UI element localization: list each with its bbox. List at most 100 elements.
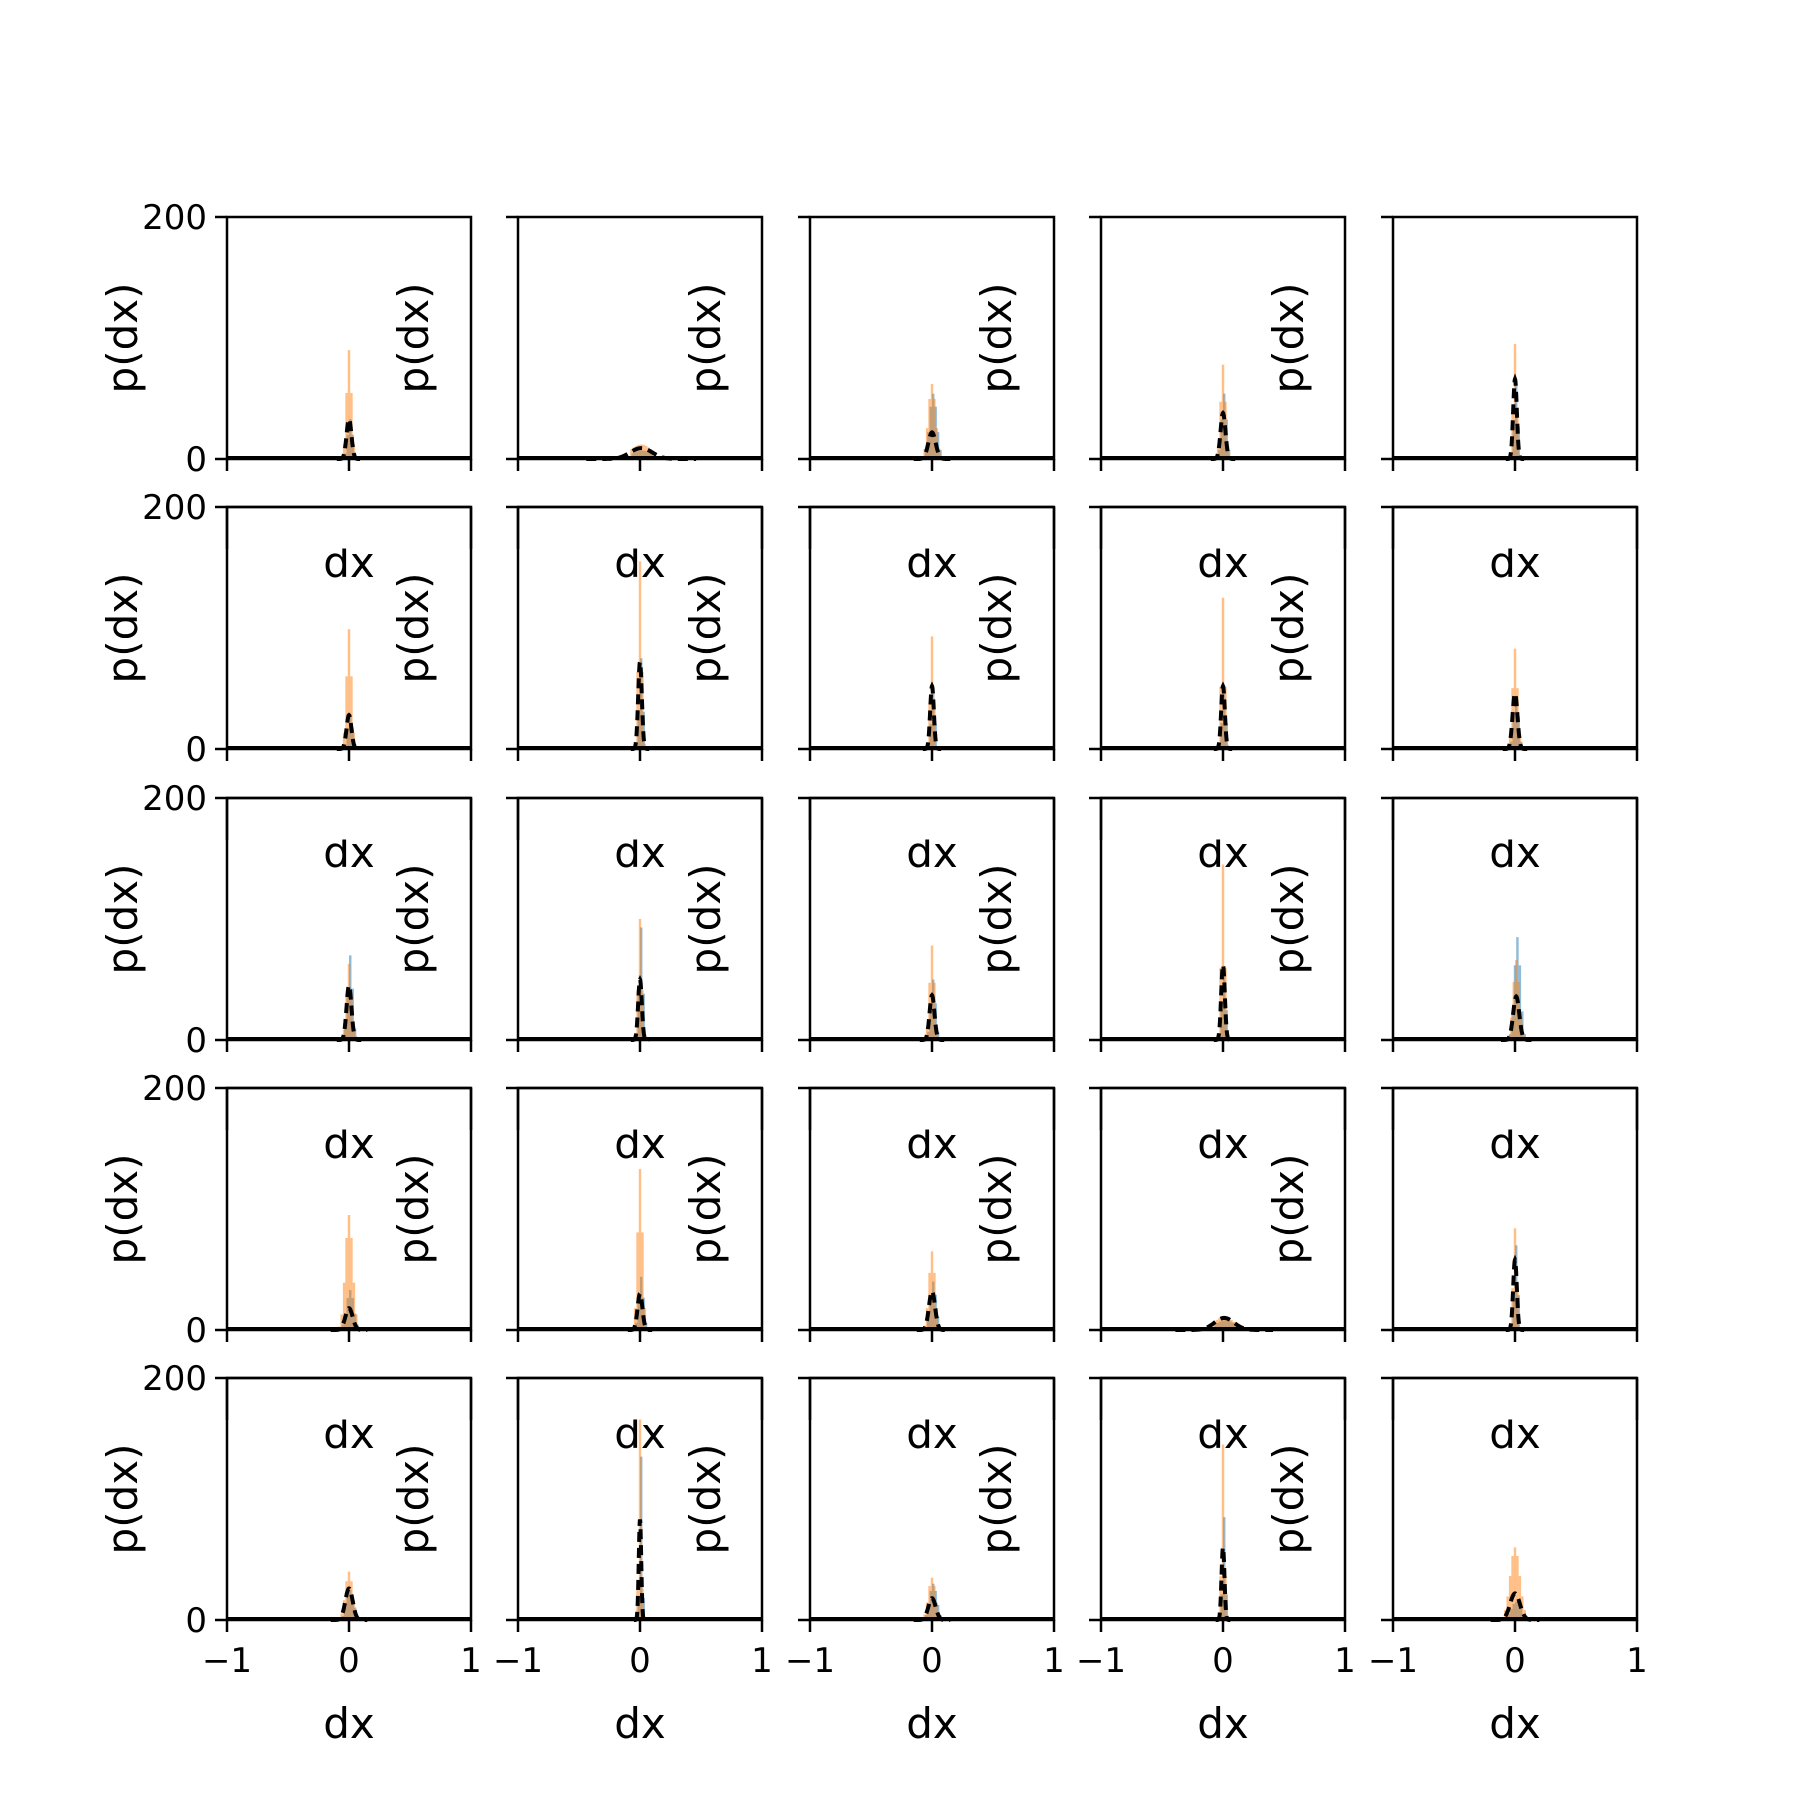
orange-bar — [641, 1232, 644, 1330]
blue-bar — [934, 1003, 937, 1040]
subplot-r3-c3: dxp(dx) — [681, 796, 1056, 1168]
x-axis-label: dx — [906, 1699, 958, 1748]
y-axis-label: p(dx) — [972, 1444, 1021, 1555]
subplot-r4-c2: dxp(dx) — [389, 1086, 764, 1458]
x-tick-label: 1 — [751, 1641, 773, 1681]
orange-bar — [632, 447, 636, 459]
x-tick-label: 1 — [1043, 1641, 1065, 1681]
x-axis-label: dx — [323, 1699, 375, 1748]
subplot-r2-c2: dxp(dx) — [389, 505, 764, 877]
orange-bar — [928, 702, 931, 749]
orange-bar — [1215, 1319, 1219, 1330]
y-tick-label: 0 — [185, 1021, 207, 1061]
x-tick-label: 0 — [1212, 1641, 1234, 1681]
overlap-mask — [228, 799, 470, 840]
orange-bar — [1508, 735, 1512, 749]
x-tick-label: −1 — [1076, 1641, 1126, 1681]
subplot-r3-c4: dxp(dx) — [972, 796, 1347, 1168]
orange-bar — [638, 1169, 642, 1330]
orange-bar — [928, 1586, 931, 1620]
x-tick-label: −1 — [493, 1641, 543, 1681]
orange-bar — [640, 444, 643, 459]
blue-bar — [939, 450, 942, 459]
subplot-r1-c4: dxp(dx) — [972, 215, 1347, 587]
orange-bar — [930, 383, 934, 459]
orange-bar — [644, 445, 648, 459]
x-tick-label: 0 — [921, 1641, 943, 1681]
orange-bar — [1513, 1547, 1517, 1620]
orange-bar — [1223, 1316, 1226, 1330]
y-axis-label: p(dx) — [389, 864, 438, 975]
x-tick-label: 0 — [338, 1641, 360, 1681]
x-tick-label: 0 — [629, 1641, 651, 1681]
orange-bar — [345, 993, 348, 1040]
orange-bar — [1516, 1288, 1519, 1330]
orange-bar — [345, 1581, 348, 1620]
orange-bar — [638, 561, 642, 749]
y-axis-label: p(dx) — [1264, 864, 1313, 975]
orange-bar — [636, 1232, 639, 1330]
y-tick-label: 200 — [142, 488, 207, 528]
orange-bar — [642, 444, 645, 459]
orange-bar — [938, 448, 941, 459]
orange-bar — [649, 449, 653, 459]
y-tick-label: 200 — [142, 779, 207, 819]
orange-bar — [342, 444, 346, 459]
orange-bar — [641, 671, 644, 749]
orange-bar — [350, 993, 353, 1040]
orange-bar — [347, 1215, 351, 1330]
y-tick-label: 0 — [185, 1311, 207, 1351]
overlap-mask — [519, 799, 761, 840]
subplot-r5-c3: −1 0 1 dx p(dx) — [681, 1376, 1065, 1748]
orange-bar — [342, 1029, 346, 1040]
blue-bar — [642, 1597, 645, 1620]
subplot-r1-c3: dxp(dx) — [681, 215, 1056, 587]
subplot-r5-c5: −1 0 1 dx p(dx) — [1264, 1376, 1648, 1748]
y-tick-label: 0 — [185, 440, 207, 480]
y-tick-label: 0 — [185, 730, 207, 770]
y-axis-label: p(dx) — [972, 864, 1021, 975]
orange-bar — [350, 676, 353, 749]
x-axis-label: dx — [1489, 1699, 1541, 1748]
orange-bar — [1224, 1576, 1227, 1620]
orange-bar — [1225, 1317, 1228, 1330]
orange-bar — [1516, 411, 1519, 459]
orange-bar — [347, 963, 351, 1040]
orange-bar — [1227, 1318, 1231, 1330]
overlap-mask — [1102, 1379, 1344, 1420]
overlap-mask — [811, 508, 1053, 549]
subplot-r5-c2: −1 0 1 dx p(dx) — [389, 1376, 773, 1748]
y-axis-label: p(dx) — [98, 573, 147, 684]
orange-hist — [340, 350, 358, 459]
orange-bar — [347, 1571, 351, 1620]
y-axis-label: p(dx) — [389, 1154, 438, 1265]
x-tick-label: 1 — [460, 1641, 482, 1681]
y-axis-label: p(dx) — [389, 1444, 438, 1555]
overlap-mask — [228, 1379, 470, 1420]
orange-bar — [1213, 1321, 1216, 1330]
orange-bar — [352, 444, 356, 459]
orange-bar — [923, 448, 926, 459]
orange-bar — [635, 445, 638, 459]
x-tick-label: −1 — [202, 1641, 252, 1681]
orange-hist — [338, 1215, 360, 1330]
y-axis-label: p(dx) — [1264, 573, 1313, 684]
orange-hist — [340, 629, 358, 749]
x-tick-label: 0 — [1504, 1641, 1526, 1681]
orange-bar — [342, 1282, 346, 1330]
orange-bar — [1518, 1575, 1522, 1620]
orange-bar — [1230, 1319, 1233, 1330]
overlap-mask — [1102, 1089, 1344, 1130]
orange-bar — [1511, 411, 1514, 459]
overlap-mask — [1394, 1089, 1636, 1130]
overlap-mask — [1394, 799, 1636, 840]
overlap-mask — [1102, 799, 1344, 840]
blue-bar — [642, 711, 645, 749]
orange-bar — [933, 398, 936, 459]
subplot-r2-c3: dxp(dx) — [681, 505, 1056, 877]
orange-bar — [340, 1613, 343, 1620]
subplot-r2-c4: dxp(dx) — [972, 505, 1347, 877]
overlap-mask — [1394, 508, 1636, 549]
